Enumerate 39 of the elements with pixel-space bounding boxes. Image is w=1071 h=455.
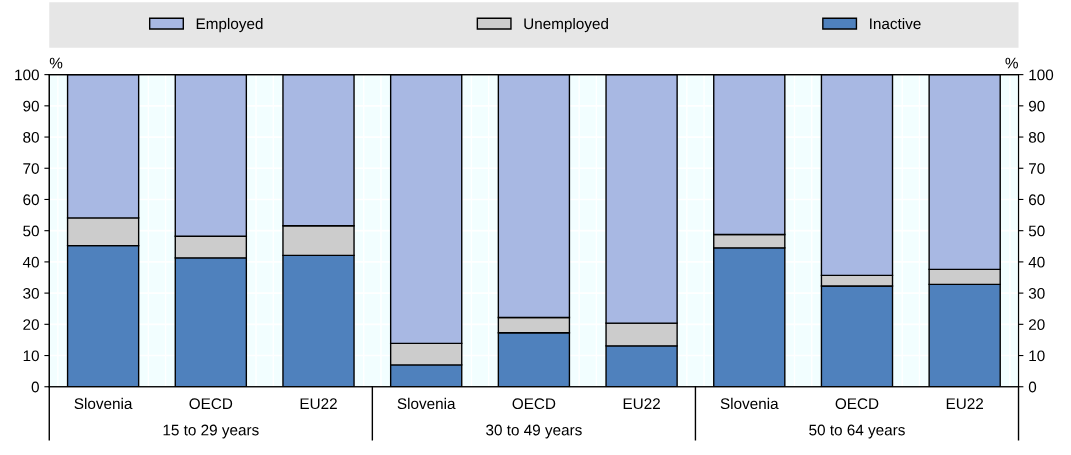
y-tick-label: 70 (23, 163, 39, 174)
y2-tick-label: 60 (1029, 194, 1045, 206)
y2-tick-label: 20 (1029, 319, 1045, 331)
y-tick-label: 90 (23, 100, 39, 112)
y2-tick-label: 80 (1028, 131, 1045, 143)
x-tick-label: OECD (189, 398, 233, 410)
x-tick-label: EU22 (623, 398, 660, 410)
x-tick-label: EU22 (300, 398, 337, 410)
text: 30 to 49 years (486, 424, 582, 439)
x-tick-label: OECD (835, 398, 879, 410)
y2-tick-label: 40 (1028, 256, 1045, 268)
y-tick-label: 30 (23, 287, 39, 299)
x-tick-label: Slovenia (720, 397, 779, 410)
text: 15 to 29 years (163, 424, 259, 439)
y2-tick-label: 70 (1029, 163, 1045, 174)
y-tick-label: 0 (31, 381, 39, 393)
y-tick-label: 80 (23, 131, 39, 143)
y-tick-label: 40 (22, 256, 39, 268)
y-tick-label: 50 (23, 225, 39, 237)
y2-tick-label: 30 (1028, 287, 1045, 299)
y2-tick-label: 10 (1029, 350, 1045, 362)
x-tick-label: Slovenia (397, 397, 456, 410)
legend-label: Inactive (870, 17, 921, 30)
y-tick-label: 20 (23, 319, 39, 331)
y2-tick-label: 90 (1028, 100, 1045, 112)
legend-label: Employed (196, 17, 263, 33)
text: 50 to 64 years (809, 424, 905, 439)
y-tick-label: 100 (15, 69, 39, 81)
x-tick-label: Slovenia (74, 397, 133, 410)
y-tick-label: 10 (23, 350, 39, 362)
y2-tick-label: 50 (1028, 225, 1045, 237)
x-tick-label: EU22 (946, 398, 984, 410)
y-axis-title: % (49, 57, 63, 69)
y2-tick-label: 100 (1029, 69, 1054, 81)
legend-label: Unemployed (524, 17, 608, 33)
x-tick-label: OECD (512, 398, 556, 410)
y-tick-label: 60 (23, 194, 39, 206)
y2-axis-title: % (1005, 57, 1018, 69)
y2-tick-label: 0 (1028, 381, 1037, 393)
